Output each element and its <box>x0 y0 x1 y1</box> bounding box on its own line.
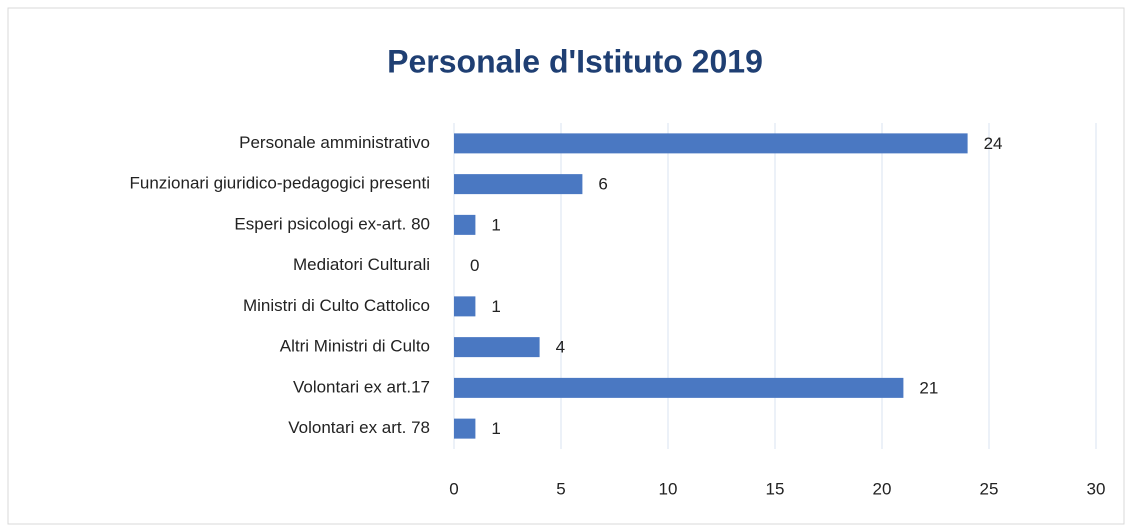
chart-border <box>7 7 1125 525</box>
y-tick-label: Mediatori Culturali <box>293 255 430 274</box>
x-tick-label: 20 <box>873 479 892 498</box>
y-tick-label: Volontari ex art.17 <box>293 377 430 396</box>
x-tick-label: 10 <box>659 479 678 498</box>
bar <box>454 174 583 195</box>
data-label: 24 <box>984 134 1003 153</box>
bar <box>454 214 476 235</box>
data-label: 0 <box>470 256 479 275</box>
bar <box>454 418 476 439</box>
y-tick-label: Funzionari giuridico-pedagogici presenti <box>129 174 430 193</box>
y-tick-label: Altri Ministri di Culto <box>280 337 430 356</box>
bar <box>454 296 476 317</box>
chart-title: Personale d'Istituto 2019 <box>387 43 763 79</box>
bar <box>454 337 540 358</box>
data-label: 21 <box>919 378 938 397</box>
y-tick-label: Personale amministrativo <box>239 133 430 152</box>
data-label: 1 <box>491 215 500 234</box>
x-tick-label: 25 <box>980 479 999 498</box>
y-tick-label: Ministri di Culto Cattolico <box>243 296 430 315</box>
y-tick-label: Esperi psicologi ex-art. 80 <box>234 214 430 233</box>
data-label: 1 <box>491 297 500 316</box>
bar <box>454 377 904 398</box>
x-tick-label: 30 <box>1087 479 1106 498</box>
data-label: 6 <box>598 175 607 194</box>
x-tick-label: 5 <box>556 479 565 498</box>
y-tick-label: Volontari ex art. 78 <box>288 418 430 437</box>
x-tick-label: 0 <box>449 479 458 498</box>
bar <box>454 133 968 154</box>
data-label: 4 <box>556 338 565 357</box>
x-tick-label: 15 <box>766 479 785 498</box>
data-label: 1 <box>491 419 500 438</box>
